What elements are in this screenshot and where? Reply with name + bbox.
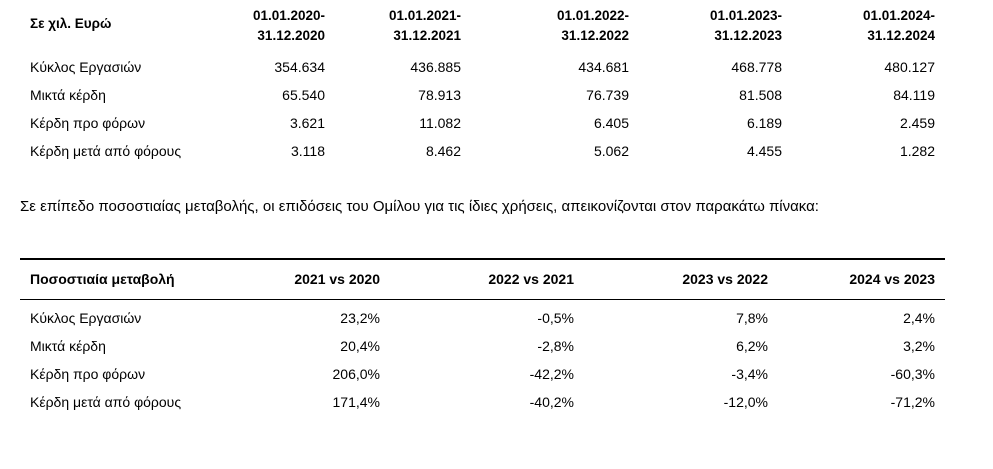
cell-value: -12,0% [723, 394, 768, 410]
table-top-rule [20, 258, 945, 260]
column-header: 2023 vs 2022 [682, 271, 768, 287]
cell-value: 23,2% [340, 310, 380, 326]
column-header: 2021 vs 2020 [294, 271, 380, 287]
cell-value: 434.681 [578, 59, 629, 75]
period-header-2022: 01.01.2022- 31.12.2022 [556, 8, 629, 43]
cell-value: -71,2% [890, 394, 935, 410]
cell-value: 7,8% [736, 310, 768, 326]
cell-value: 206,0% [332, 366, 380, 382]
cell-value: 6,2% [736, 338, 768, 354]
cell-value: 81.508 [739, 87, 782, 103]
row-label: Κέρδη μετά από φόρους [30, 143, 182, 159]
row-label: Μικτά κέρδη [30, 338, 106, 354]
cell-value: 480.127 [884, 59, 935, 75]
row-label: Κέρδη μετά από φόρους [30, 394, 182, 410]
cell-value: 2,4% [903, 310, 935, 326]
cell-value: 2.459 [899, 115, 935, 131]
cell-value: 20,4% [340, 338, 380, 354]
cell-value: -60,3% [890, 366, 935, 382]
period-header-2023: 01.01.2023- 31.12.2023 [709, 8, 782, 43]
cell-value: 6.405 [593, 115, 629, 131]
row-label: Κέρδη προ φόρων [30, 115, 146, 131]
row-label: Μικτά κέρδη [30, 87, 106, 103]
cell-value: -2,8% [537, 338, 574, 354]
cell-value: 4.455 [746, 143, 782, 159]
cell-value: 3.118 [291, 143, 325, 159]
cell-value: 354.634 [274, 59, 325, 75]
cell-value: -42,2% [529, 366, 574, 382]
period-header-2021: 01.01.2021- 31.12.2021 [388, 8, 461, 43]
column-header: 2022 vs 2021 [488, 271, 574, 287]
cell-value: 11.082 [419, 115, 461, 131]
intro-paragraph: Σε επίπεδο ποσοστιαίας μεταβολής, οι επι… [20, 198, 819, 215]
period-header-2024: 01.01.2024- 31.12.2024 [862, 8, 935, 43]
cell-value: -40,2% [529, 394, 574, 410]
header-rule [20, 299, 945, 300]
table1-corner-header: Σε χιλ. Ευρώ [30, 16, 112, 31]
cell-value: 468.778 [731, 59, 782, 75]
cell-value: 171,4% [332, 394, 380, 410]
column-header: 2024 vs 2023 [849, 271, 935, 287]
cell-value: -3,4% [731, 366, 768, 382]
cell-value: 5.062 [593, 143, 629, 159]
table2-corner-header: Ποσοστιαία μεταβολή [30, 271, 175, 287]
percentage-change-table: Ποσοστιαία μεταβολή 2021 vs 2020 2022 vs… [20, 258, 945, 420]
row-label: Κέρδη προ φόρων [30, 366, 146, 382]
cell-value: 8.462 [425, 143, 461, 159]
cell-value: 76.739 [586, 87, 629, 103]
cell-value: 3,2% [903, 338, 935, 354]
cell-value: 436.885 [410, 59, 461, 75]
cell-value: 84.119 [893, 87, 935, 103]
cell-value: 78.913 [418, 87, 461, 103]
cell-value: 3.621 [289, 115, 325, 131]
cell-value: 1.282 [899, 143, 935, 159]
period-header-2020: 01.01.2020- 31.12.2020 [252, 8, 325, 43]
cell-value: 65.540 [282, 87, 325, 103]
cell-value: -0,5% [537, 310, 574, 326]
row-label: Κύκλος Εργασιών [30, 310, 142, 326]
cell-value: 6.189 [746, 115, 782, 131]
row-label: Κύκλος Εργασιών [30, 59, 142, 75]
